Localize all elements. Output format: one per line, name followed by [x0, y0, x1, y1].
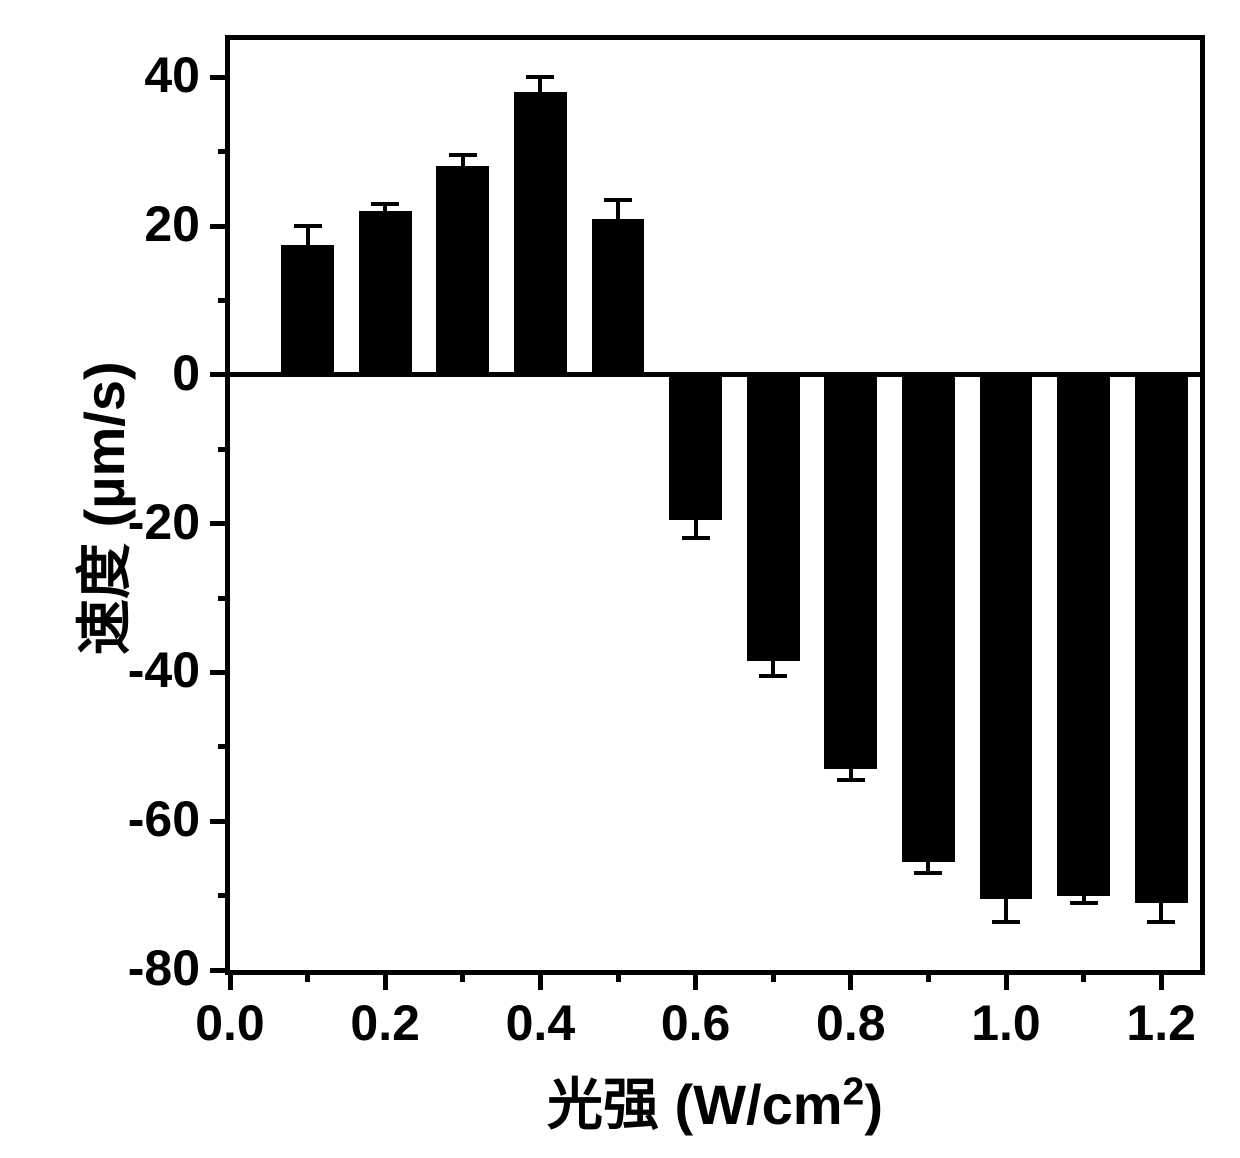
y-minor-tick — [218, 298, 230, 303]
error-cap — [294, 224, 322, 228]
y-tick-label: 40 — [144, 46, 200, 104]
x-axis-label: 光强 (W/cm2) — [230, 1060, 1200, 1141]
error-cap — [526, 75, 554, 79]
plot-frame-left — [225, 35, 230, 975]
x-major-tick — [538, 970, 543, 990]
y-axis-label: 速度 (µm/s) — [60, 361, 141, 655]
bar — [824, 375, 877, 769]
y-tick-label: -80 — [128, 939, 200, 997]
bar — [669, 375, 722, 520]
plot-frame-bottom — [225, 970, 1205, 975]
chart-container: -80-60-40-20020400.00.20.40.60.81.01.2速度… — [0, 0, 1240, 1158]
bar — [980, 375, 1033, 900]
y-tick-label: 20 — [144, 195, 200, 253]
y-minor-tick — [218, 893, 230, 898]
error-whisker — [538, 77, 542, 92]
x-tick-label: 1.0 — [956, 994, 1056, 1052]
x-tick-label: 0.0 — [180, 994, 280, 1052]
y-major-tick — [210, 521, 230, 526]
error-whisker — [616, 200, 620, 219]
y-minor-tick — [218, 149, 230, 154]
x-major-tick — [848, 970, 853, 990]
x-major-tick — [1159, 970, 1164, 990]
bar — [902, 375, 955, 862]
y-major-tick — [210, 819, 230, 824]
bar — [359, 211, 412, 375]
x-minor-tick — [305, 970, 310, 982]
x-minor-tick — [1081, 970, 1086, 982]
x-minor-tick — [460, 970, 465, 982]
x-minor-tick — [771, 970, 776, 982]
x-minor-tick — [926, 970, 931, 982]
bar — [747, 375, 800, 661]
error-cap — [371, 202, 399, 206]
error-whisker — [306, 226, 310, 245]
x-major-tick — [383, 970, 388, 990]
y-major-tick — [210, 224, 230, 229]
x-major-tick — [228, 970, 233, 990]
error-cap — [604, 198, 632, 202]
error-cap — [1147, 920, 1175, 924]
plot-frame-right — [1200, 35, 1205, 975]
bar — [514, 92, 567, 375]
error-cap — [914, 871, 942, 875]
bar — [1057, 375, 1110, 896]
bar — [436, 166, 489, 374]
x-tick-label: 1.2 — [1111, 994, 1211, 1052]
error-cap — [837, 778, 865, 782]
x-tick-label: 0.8 — [801, 994, 901, 1052]
bar — [1135, 375, 1188, 903]
y-major-tick — [210, 670, 230, 675]
x-major-tick — [693, 970, 698, 990]
error-cap — [449, 153, 477, 157]
error-cap — [1070, 901, 1098, 905]
error-cap — [682, 536, 710, 540]
x-minor-tick — [616, 970, 621, 982]
bar — [281, 245, 334, 375]
y-tick-label: -60 — [128, 790, 200, 848]
error-cap — [992, 920, 1020, 924]
x-major-tick — [1004, 970, 1009, 990]
y-tick-label: 0 — [172, 344, 200, 402]
error-whisker — [1004, 899, 1008, 921]
x-tick-label: 0.6 — [646, 994, 746, 1052]
y-minor-tick — [218, 447, 230, 452]
plot-frame-top — [225, 35, 1205, 40]
x-tick-label: 0.2 — [335, 994, 435, 1052]
y-minor-tick — [218, 744, 230, 749]
x-tick-label: 0.4 — [490, 994, 590, 1052]
y-minor-tick — [218, 596, 230, 601]
y-major-tick — [210, 75, 230, 80]
error-cap — [759, 674, 787, 678]
y-major-tick — [210, 372, 230, 377]
bar — [592, 219, 645, 375]
